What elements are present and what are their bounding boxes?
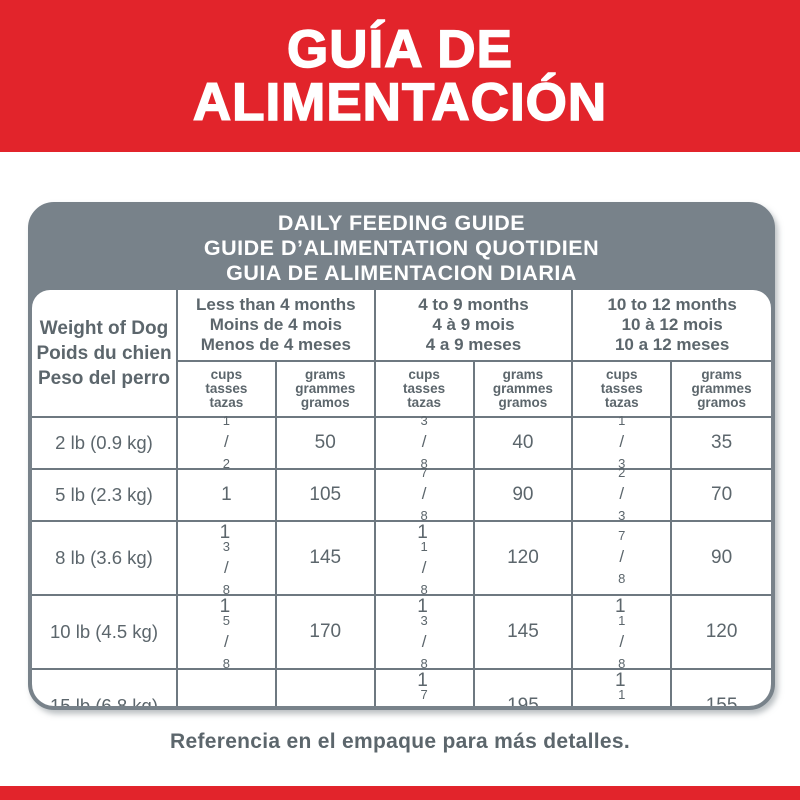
column-header-cups-3: cups tasses tazas — [573, 362, 673, 416]
table-title-es: GUIA DE ALIMENTACION DIARIA — [226, 260, 577, 285]
cups-value-cell: 1 5/8 — [178, 596, 277, 671]
table-row: 5 lb (2.3 kg) 1 105 7/8 90 2/3 70 — [32, 465, 771, 523]
cups-value-cell: 2/3 — [573, 465, 673, 523]
table-row: 8 lb (3.6 kg) 1 3/8 145 1 1/8 120 7/8 90 — [32, 520, 771, 597]
cups-value-cell: 7/8 — [376, 465, 475, 523]
cups-value-cell: 1 3/8 — [178, 522, 277, 597]
table-title-fr: GUIDE D’ALIMENTATION QUOTIDIEN — [203, 235, 600, 260]
feeding-guide-table: DAILY FEEDING GUIDE GUIDE D’ALIMENTATION… — [28, 202, 775, 710]
cups-value-cell: 3/8 — [376, 413, 475, 471]
bottom-red-banner — [0, 786, 800, 800]
cups-value-cell: 11/2 — [573, 670, 673, 706]
table-row: 10 lb (4.5 kg) 1 5/8 170 1 3/8 145 1 1/8 120 — [32, 594, 771, 671]
cups-value-cell — [178, 670, 277, 706]
table-grid: Weight of Dog Poids du chien Peso del perr… — [32, 290, 771, 706]
row-weight-label: 2 lb (0.9 kg) — [32, 418, 178, 468]
cups-value-cell: 1/2 — [178, 413, 277, 471]
table-header: Weight of Dog Poids du chien Peso del perr… — [32, 290, 771, 416]
cups-value-cell: 17/8 — [376, 670, 475, 706]
column-header-cups-2: cups tasses tazas — [376, 362, 475, 416]
page-title-line-1: GUÍA DE — [286, 20, 513, 79]
grams-value-cell: 35 — [711, 432, 733, 453]
column-header-age-group-3: 10 to 12 months 10 à 12 mois 10 a 12 meses — [573, 290, 771, 362]
cups-value-cell: 1 1/8 — [376, 522, 475, 597]
grams-value-cell: 40 — [475, 418, 574, 468]
column-header-grams-3: grams grammes gramos — [691, 367, 752, 410]
footnote: Referencia en el empaque para más detall… — [170, 730, 630, 753]
table-row: 2 lb (0.9 kg) 1/2 50 3/8 40 1/3 35 — [32, 413, 771, 471]
grams-value-cell: 50 — [277, 418, 376, 468]
row-weight-label: 5 lb (2.3 kg) — [32, 470, 178, 520]
cups-value-cell: 7/8 — [573, 522, 673, 594]
table-title-en: DAILY FEEDING GUIDE — [277, 210, 526, 235]
grams-value-cell: 70 — [711, 484, 733, 505]
row-weight-label: 15 lb (6.8 kg) — [32, 670, 178, 706]
page-title: GUÍA DE ALIMENTACIÓN — [192, 20, 608, 132]
page-title-line-2: ALIMENTACIÓN — [192, 73, 608, 132]
grams-value-cell: 145 — [475, 596, 574, 668]
table-title: DAILY FEEDING GUIDE GUIDE D’ALIMENTATION… — [32, 206, 771, 290]
grams-value-cell: 155 — [705, 695, 738, 706]
grams-value-cell: 120 — [705, 621, 738, 642]
column-header-grams-2: grams grammes gramos — [475, 362, 574, 416]
grams-value-cell: 195 — [475, 670, 574, 706]
column-header-weight: Weight of Dog Poids du chien Peso del perr… — [32, 290, 178, 416]
grams-value-cell: 120 — [475, 522, 574, 594]
cups-value-cell: 1/3 — [573, 413, 673, 471]
grams-value-cell: 90 — [475, 470, 574, 520]
row-weight-label: 8 lb (3.6 kg) — [32, 522, 178, 594]
table-body: 2 lb (0.9 kg) 1/2 50 3/8 40 1/3 35 5 lb (2.3 kg… — [32, 413, 771, 706]
cups-value-cell: 1 3/8 — [376, 596, 475, 671]
top-red-banner: GUÍA DE ALIMENTACIÓN — [0, 0, 800, 152]
grams-value-cell: 170 — [277, 596, 376, 668]
grams-value-cell: 105 — [277, 470, 376, 520]
row-weight-label: 10 lb (4.5 kg) — [32, 596, 178, 668]
grams-value-cell: 90 — [711, 547, 733, 568]
table-row: 15 lb (6.8 kg) 17/819511/2 155 — [32, 668, 771, 706]
grams-value-cell — [277, 670, 376, 706]
column-header-grams-1: grams grammes gramos — [277, 362, 376, 416]
column-header-age-group-1: Less than 4 months Moins de 4 mois Menos d… — [178, 290, 376, 362]
cups-value-cell: 1 1/8 — [573, 596, 673, 671]
cups-value-cell: 1 — [178, 470, 277, 520]
column-header-age-group-2: 4 to 9 months 4 à 9 mois 4 a 9 meses — [375, 290, 574, 362]
column-header-cups-1: cups tasses tazas — [178, 362, 277, 416]
grams-value-cell: 145 — [277, 522, 376, 594]
